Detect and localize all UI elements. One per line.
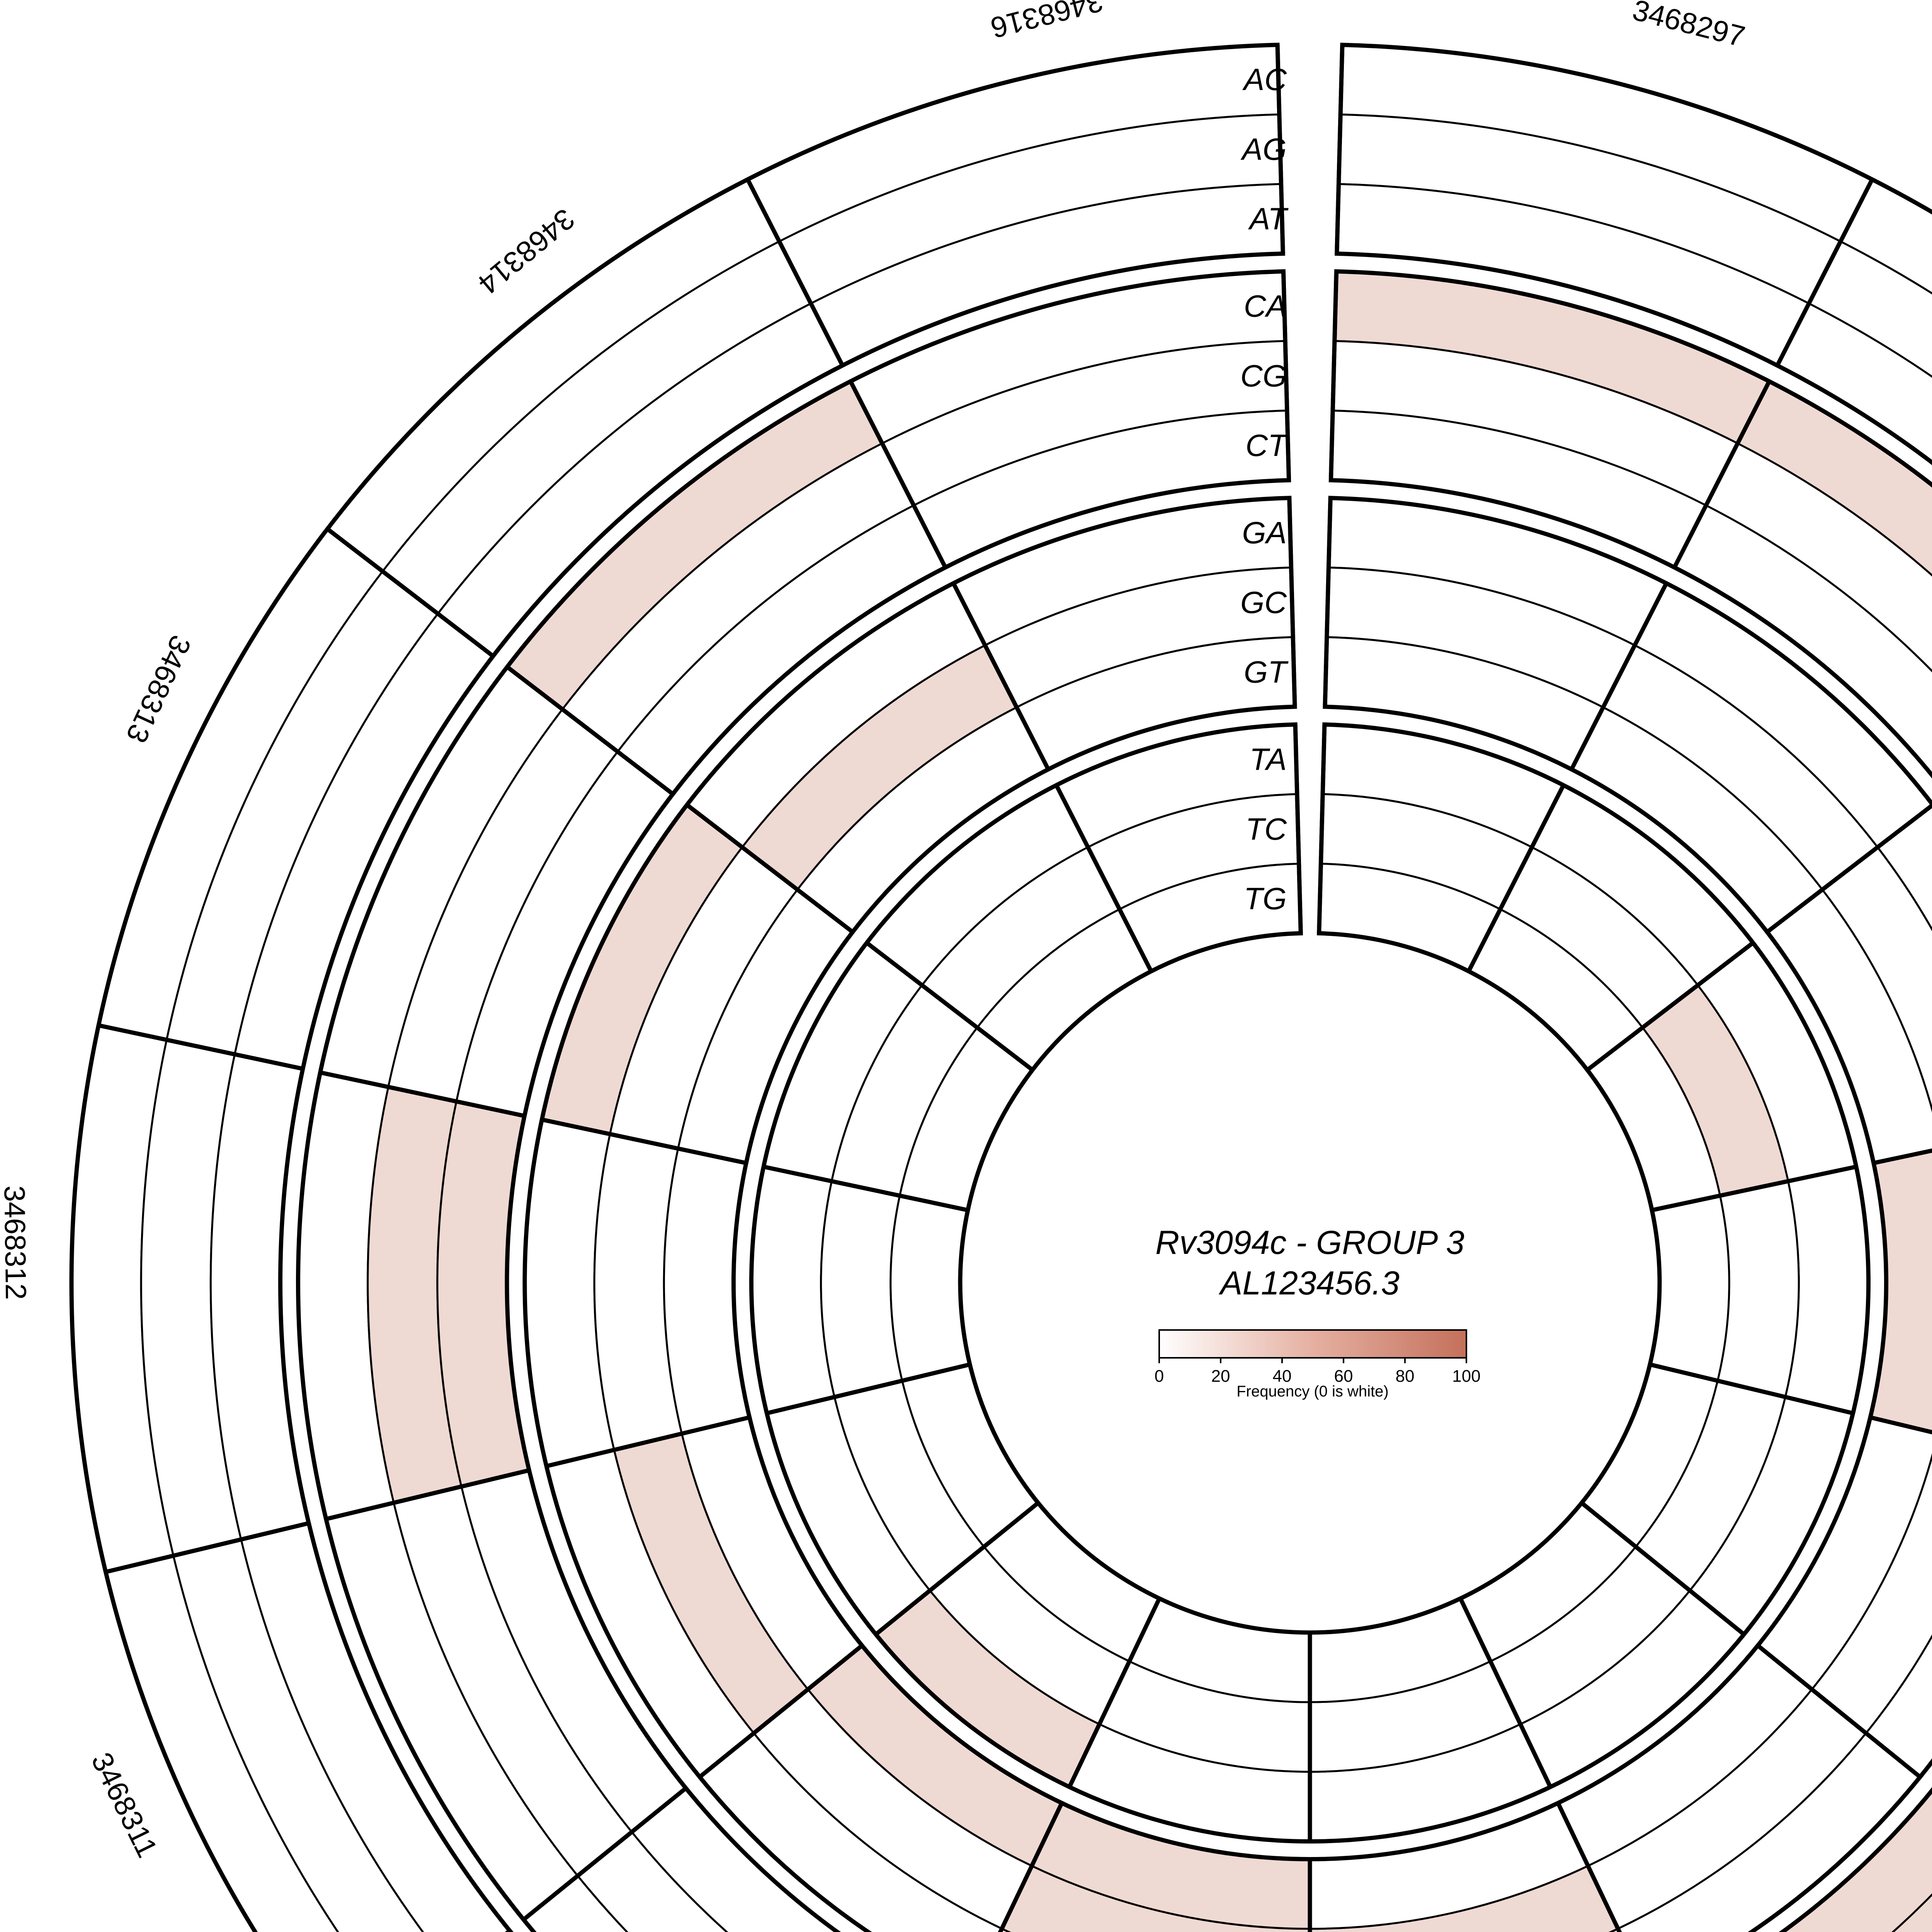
sector-divider — [1067, 1597, 1162, 1788]
sector-divider — [951, 582, 1050, 770]
sector-divider — [763, 1165, 968, 1213]
sector-divider — [1054, 784, 1153, 973]
row-label: AT — [1248, 201, 1289, 236]
sector-divider — [1765, 803, 1932, 934]
color-legend: 0 20 40 60 80 100 Frequency (0 is white) — [1155, 1329, 1481, 1400]
sector-divider — [685, 803, 854, 934]
row-label: TA — [1250, 742, 1287, 777]
row-label: CT — [1245, 428, 1289, 463]
sector-divider — [105, 1521, 310, 1574]
heatmap-cell[interactable] — [1808, 240, 1932, 614]
sector-divider — [865, 941, 1034, 1072]
sector-divider — [325, 1468, 530, 1521]
legend-bar-outline — [1158, 1329, 1467, 1359]
sector-divider — [1649, 1362, 1854, 1415]
sector-divider — [849, 380, 947, 568]
legend-tick-label: 80 — [1396, 1367, 1415, 1386]
sector-divider — [98, 1023, 303, 1071]
sector-divider — [1466, 784, 1566, 973]
sector-divider — [698, 1644, 864, 1779]
legend-gradient-bar — [1159, 1330, 1466, 1358]
row-label: TC — [1245, 812, 1287, 846]
sector-divider — [998, 1802, 1064, 1932]
center-annotation: Rv3094c - GROUP 3 AL123456.3 0 20 40 60 80 10… — [1155, 1224, 1481, 1400]
heatmap-cells-layer — [70, 44, 1932, 1932]
sector-divider — [1870, 1415, 1932, 1435]
legend-ticks: 0 20 40 60 80 100 — [1155, 1358, 1481, 1386]
sector-divider — [1323, 498, 1333, 707]
row-label: CA — [1244, 289, 1287, 323]
sector-divider — [326, 527, 495, 658]
sector-divider — [746, 178, 845, 367]
legend-tick-label: 20 — [1211, 1367, 1230, 1386]
sector-label: 3468297 — [1629, 0, 1748, 53]
sector-divider — [522, 1786, 687, 1922]
sector-divider — [1756, 1644, 1922, 1779]
sector-divider — [1775, 178, 1874, 367]
legend-tick-label: 60 — [1334, 1367, 1353, 1386]
chart-subtitle: AL123456.3 — [1218, 1265, 1400, 1302]
heatmap-cell[interactable] — [1648, 1194, 1730, 1382]
sector-divider — [1281, 271, 1291, 480]
row-label: GT — [1244, 655, 1289, 689]
sector-divider — [1317, 724, 1327, 934]
sector-divider — [506, 665, 674, 796]
sector-divider — [1293, 724, 1303, 934]
row-group-frames — [69, 43, 1932, 1932]
heatmap-cell[interactable] — [889, 1194, 971, 1382]
sector-divider — [320, 1070, 525, 1118]
sector-label: 3468312 — [0, 1185, 32, 1300]
sector-divider — [1458, 1597, 1553, 1788]
sector-divider — [1651, 1165, 1857, 1213]
sector-divider — [1570, 582, 1668, 770]
sector-divider — [874, 1501, 1040, 1636]
sector-divider — [1275, 44, 1285, 254]
row-label: GA — [1242, 515, 1287, 550]
sector-divider — [766, 1362, 971, 1415]
row-label: GC — [1240, 585, 1287, 619]
sector-divider — [1556, 1802, 1622, 1932]
legend-tick-label: 0 — [1155, 1367, 1164, 1386]
sector-label: 3468311 — [85, 1747, 164, 1862]
row-group-frame — [749, 722, 1871, 1844]
sector-divider — [541, 1117, 747, 1165]
chart-title: Rv3094c - GROUP 3 — [1155, 1224, 1464, 1261]
sector-divider — [1580, 1501, 1745, 1636]
sector-divider — [1287, 498, 1297, 707]
sector-divider — [1328, 271, 1339, 480]
sector-label: 3468316 — [987, 0, 1106, 44]
sector-divider — [1586, 941, 1755, 1072]
legend-tick-label: 100 — [1452, 1367, 1480, 1386]
row-label: AG — [1240, 132, 1287, 166]
sector-divider — [546, 1415, 750, 1468]
sector-label: 3468313 — [120, 630, 197, 748]
row-labels-layer: AC AG AT CA CG CT GA GC GT TA TC TG — [1240, 62, 1289, 916]
row-label: AC — [1242, 62, 1287, 97]
heatmap-cell[interactable] — [663, 1147, 751, 1435]
row-label: TG — [1244, 881, 1287, 916]
legend-tick-label: 40 — [1273, 1367, 1292, 1386]
sector-divider — [1672, 380, 1771, 568]
heatmap-cell[interactable] — [1839, 178, 1932, 571]
sector-divider — [1335, 44, 1345, 254]
sector-divider — [1873, 1148, 1932, 1165]
row-label: CG — [1240, 359, 1287, 393]
sector-label: 3468314 — [472, 202, 581, 301]
legend-caption: Frequency (0 is white) — [1236, 1383, 1388, 1400]
